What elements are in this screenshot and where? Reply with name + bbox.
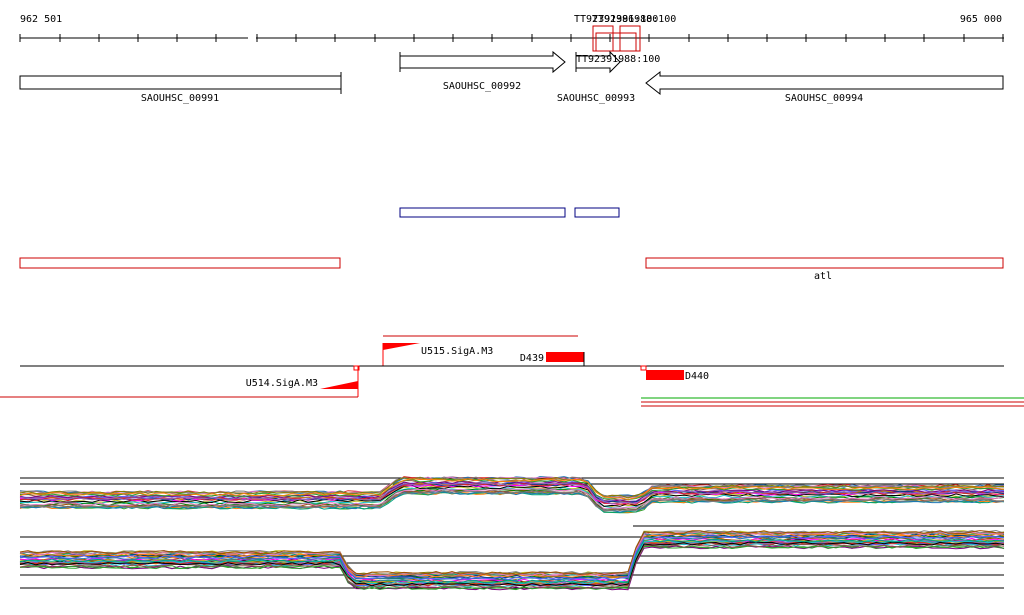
promoter-marker[interactable]	[383, 343, 420, 350]
promoter-label: U515.SigA.M3	[421, 346, 493, 357]
ruler-track: 962 501 965 000	[19, 14, 1004, 42]
gene-arrow[interactable]	[645, 70, 1004, 96]
expression-line	[19, 476, 1005, 499]
transcription-signal-track: U515.SigA.M3 D439 U514.SigA.M3 D440	[0, 335, 1024, 407]
terminator-label-top: TT92391986:100	[574, 14, 658, 25]
expression-line	[19, 541, 1005, 587]
expression-profile-lower	[19, 525, 1005, 591]
gene-label: SAOUHSC_00994	[785, 93, 863, 104]
ruler-end-label: 965 000	[960, 14, 1002, 25]
expression-line	[19, 488, 1005, 510]
terminator-signal-label: D440	[685, 371, 709, 382]
gene-arrow[interactable]	[399, 50, 566, 74]
expression-line	[19, 488, 1005, 511]
expression-line	[19, 539, 1005, 585]
terminator-signal-block[interactable]	[546, 352, 584, 362]
terminator-label-top: TT92391988:100	[592, 14, 676, 25]
gene-label: SAOUHSC_00993	[557, 93, 635, 104]
gene-arrow[interactable]	[575, 50, 621, 74]
ruler-start-label: 962 501	[20, 14, 62, 25]
ruler-ticks	[19, 34, 1004, 42]
gene-arrow[interactable]	[19, 75, 342, 90]
terminator-signal-label: D439	[520, 353, 544, 364]
expression-line	[19, 478, 1005, 500]
site-marker	[640, 365, 647, 371]
terminator-signal-block[interactable]	[646, 370, 684, 380]
gene-region-box[interactable]	[645, 257, 1004, 269]
gene-region-label: atl	[814, 271, 832, 282]
promoter-label: U514.SigA.M3	[246, 378, 318, 389]
expression-line	[19, 538, 1005, 584]
promoter-marker[interactable]	[320, 381, 358, 389]
expression-line	[19, 482, 1005, 505]
operon-box[interactable]	[399, 207, 566, 218]
expression-line	[19, 530, 1005, 576]
expression-lines	[19, 476, 1005, 514]
site-marker	[353, 365, 360, 371]
terminator-track: TT92391986:100 TT92391988:100 TT92391988…	[574, 14, 676, 65]
gene-region-box[interactable]	[19, 257, 341, 269]
expression-line	[19, 490, 1005, 512]
gene-region-track: atl	[19, 257, 1004, 282]
expression-line	[19, 532, 1005, 578]
expression-lines	[19, 529, 1005, 591]
expression-profile-upper	[19, 476, 1005, 514]
gene-track: SAOUHSC_00991 SAOUHSC_00992 SAOUHSC_0099…	[19, 50, 1004, 104]
gene-label: SAOUHSC_00991	[141, 93, 219, 104]
terminator-box[interactable]	[595, 32, 637, 52]
expression-line	[19, 485, 1005, 507]
expression-line	[19, 535, 1005, 581]
gene-label: SAOUHSC_00992	[443, 81, 521, 92]
expression-line	[19, 545, 1005, 591]
operon-box[interactable]	[574, 207, 620, 218]
operon-track	[399, 207, 620, 218]
